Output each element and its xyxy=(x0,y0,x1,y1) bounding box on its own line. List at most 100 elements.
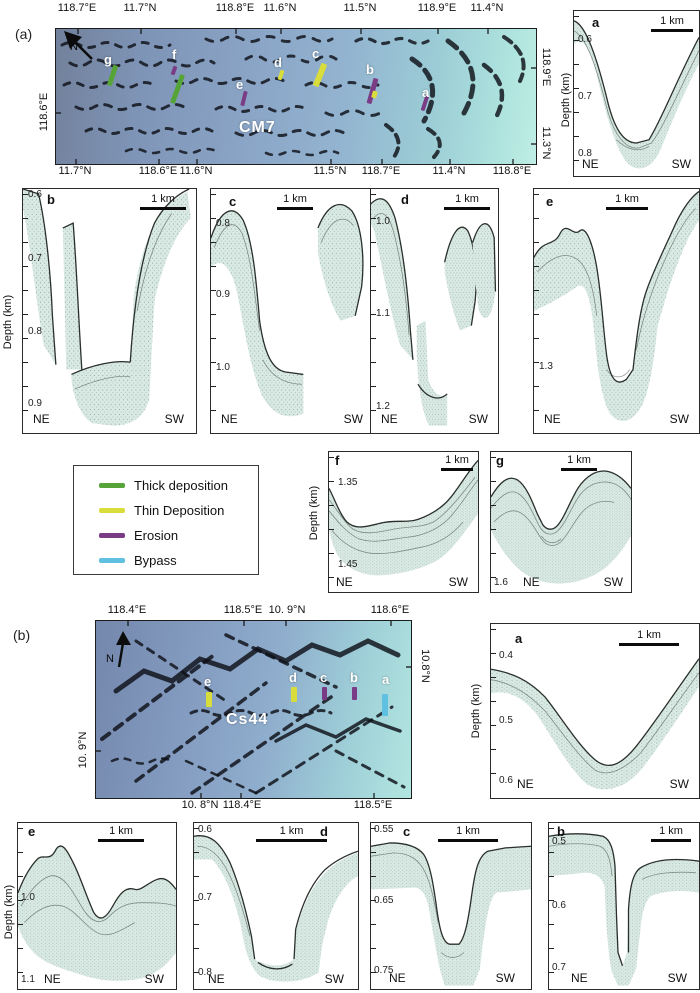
depth-axis-ticks xyxy=(329,457,334,587)
profile-letter: b xyxy=(47,192,55,207)
profile-panel-b-a: a 1 km 0.4 0.5 0.6 NE SW xyxy=(490,623,700,799)
depth-tick-label: 0.8 xyxy=(216,218,230,229)
scale-bar: 1 km xyxy=(98,825,144,843)
panel-a-label: (a) xyxy=(15,26,33,42)
map-marker-letter: a xyxy=(382,672,390,687)
scale-bar-label: 1 km xyxy=(456,825,480,837)
profile-letter: d xyxy=(401,192,409,207)
scale-bar-line xyxy=(256,839,327,843)
depth-tick-label: 1.0 xyxy=(376,216,390,227)
map-a-top-label: 11.5°N xyxy=(343,2,377,14)
legend-swatch-erosion xyxy=(99,533,125,538)
depth-tick-label: 1.3 xyxy=(539,361,553,372)
scale-bar-line xyxy=(606,207,648,211)
direction-ne: NE xyxy=(389,971,406,985)
profile-line-e xyxy=(206,692,212,707)
map-edge-ticks xyxy=(56,29,536,164)
direction-sw: SW xyxy=(468,412,488,426)
direction-sw: SW xyxy=(603,575,623,589)
depth-tick-label: 1.1 xyxy=(376,308,390,319)
map-b-bottom-label: 118.5°E xyxy=(353,799,393,811)
profile-line-a xyxy=(382,694,388,716)
depth-tick-label: 1.2 xyxy=(376,401,390,412)
scale-bar-label: 1 km xyxy=(279,825,304,837)
profile-line-d xyxy=(291,687,297,702)
map-marker-letter: c xyxy=(312,46,320,61)
bathymetry-map-cs44: N e d c b a Cs44 xyxy=(95,620,412,799)
direction-sw: SW xyxy=(669,777,689,791)
legend-swatch-thick-deposition xyxy=(99,483,125,488)
depth-axis-ticks xyxy=(534,194,539,428)
seismic-profile xyxy=(329,452,478,576)
profile-panel-a-e: e 1 km 1.3 NE SW xyxy=(533,188,700,434)
depth-tick-label: 0.8 xyxy=(28,326,42,337)
depth-tick-label: 0.7 xyxy=(578,91,592,102)
seismic-profile xyxy=(194,823,358,982)
north-arrow xyxy=(116,631,131,668)
scale-bar-line xyxy=(619,643,679,647)
direction-ne: NE xyxy=(582,157,599,171)
scale-bar-line xyxy=(651,29,693,33)
profile-panel-a-a: a 1 km 0.6 0.7 0.8 NE SW xyxy=(573,10,700,177)
direction-sw: SW xyxy=(671,157,691,171)
map-a-top-label: 11.7°N xyxy=(123,2,157,14)
map-b-bottom-label: 10. 8°N xyxy=(181,799,219,811)
map-marker-letter: f xyxy=(172,47,177,62)
scale-bar: 1 km xyxy=(651,825,691,843)
depth-axis-label: Depth (km) xyxy=(3,884,15,940)
direction-sw: SW xyxy=(164,412,184,426)
depth-tick-label: 0.8 xyxy=(198,967,212,978)
seismic-profile xyxy=(211,189,373,417)
map-b-top-label: 10. 9°N xyxy=(268,604,306,616)
depth-tick-label: 1.0 xyxy=(21,892,35,903)
direction-ne: NE xyxy=(33,412,50,426)
map-a-top-label: 11.6°N xyxy=(263,2,297,14)
depth-axis-ticks xyxy=(491,629,496,793)
seismic-profile xyxy=(549,823,699,986)
depth-tick-label: 0.6 xyxy=(578,34,592,45)
scale-bar-label: 1 km xyxy=(615,193,639,205)
depth-tick-label: 0.7 xyxy=(198,892,212,903)
direction-sw: SW xyxy=(495,971,515,985)
scale-bar-label: 1 km xyxy=(660,15,684,27)
seafloor-texture xyxy=(56,29,536,164)
profile-panel-a-b: b 1 km 0.6 0.7 0.8 0.9 NE SW xyxy=(22,188,197,434)
direction-ne: NE xyxy=(523,575,540,589)
north-arrow xyxy=(64,31,93,60)
depth-tick-label: 1.6 xyxy=(494,577,508,588)
map-marker-letter: d xyxy=(274,55,282,70)
scale-bar: 1 km xyxy=(606,193,648,211)
map-marker-letter: e xyxy=(236,77,244,92)
map-a-bottom-label: 11.4°N xyxy=(432,165,466,177)
map-b-right-label: 10.8°N xyxy=(419,649,431,683)
depth-tick-label: 1.35 xyxy=(338,477,358,488)
depth-axis-label: Depth (km) xyxy=(470,683,482,739)
scale-bar-label: 1 km xyxy=(109,825,133,837)
profile-panel-a-d: d 1 km 1.0 1.1 1.2 NE SW xyxy=(370,188,499,434)
map-marker-letter: d xyxy=(289,670,297,685)
depth-tick-label: 0.6 xyxy=(198,824,212,835)
depth-tick-label: 1.1 xyxy=(21,974,35,985)
profile-panel-b-b: b 1 km 0.5 0.6 0.7 NE SW xyxy=(548,822,700,990)
scale-bar-line xyxy=(140,207,186,211)
scale-bar-label: 1 km xyxy=(567,454,591,466)
depth-tick-label: 0.55 xyxy=(374,824,394,835)
scale-bar-line xyxy=(444,207,490,211)
map-a-top-label: 11.4°N xyxy=(470,2,504,14)
profile-line-c xyxy=(322,687,327,700)
scale-bar-label: 1 km xyxy=(283,193,307,205)
profile-letter: a xyxy=(515,631,523,646)
map-a-bottom-label: 11.7°N xyxy=(58,165,92,177)
map-a-left-label: 118.6°E xyxy=(38,92,50,132)
profile-letter: g xyxy=(496,453,504,468)
map-b-top-label: 118.4°E xyxy=(107,604,147,616)
profile-letter: c xyxy=(229,194,237,209)
depth-tick-label: 0.5 xyxy=(552,836,566,847)
depth-tick-label: 0.75 xyxy=(374,965,394,976)
profile-panel-b-d: d 1 km 0.6 0.7 0.8 NE SW xyxy=(193,822,359,990)
depth-axis-ticks xyxy=(23,194,28,428)
depth-axis-ticks xyxy=(491,457,496,587)
profile-letter: c xyxy=(403,824,411,839)
depth-tick-label: 0.6 xyxy=(499,775,513,786)
